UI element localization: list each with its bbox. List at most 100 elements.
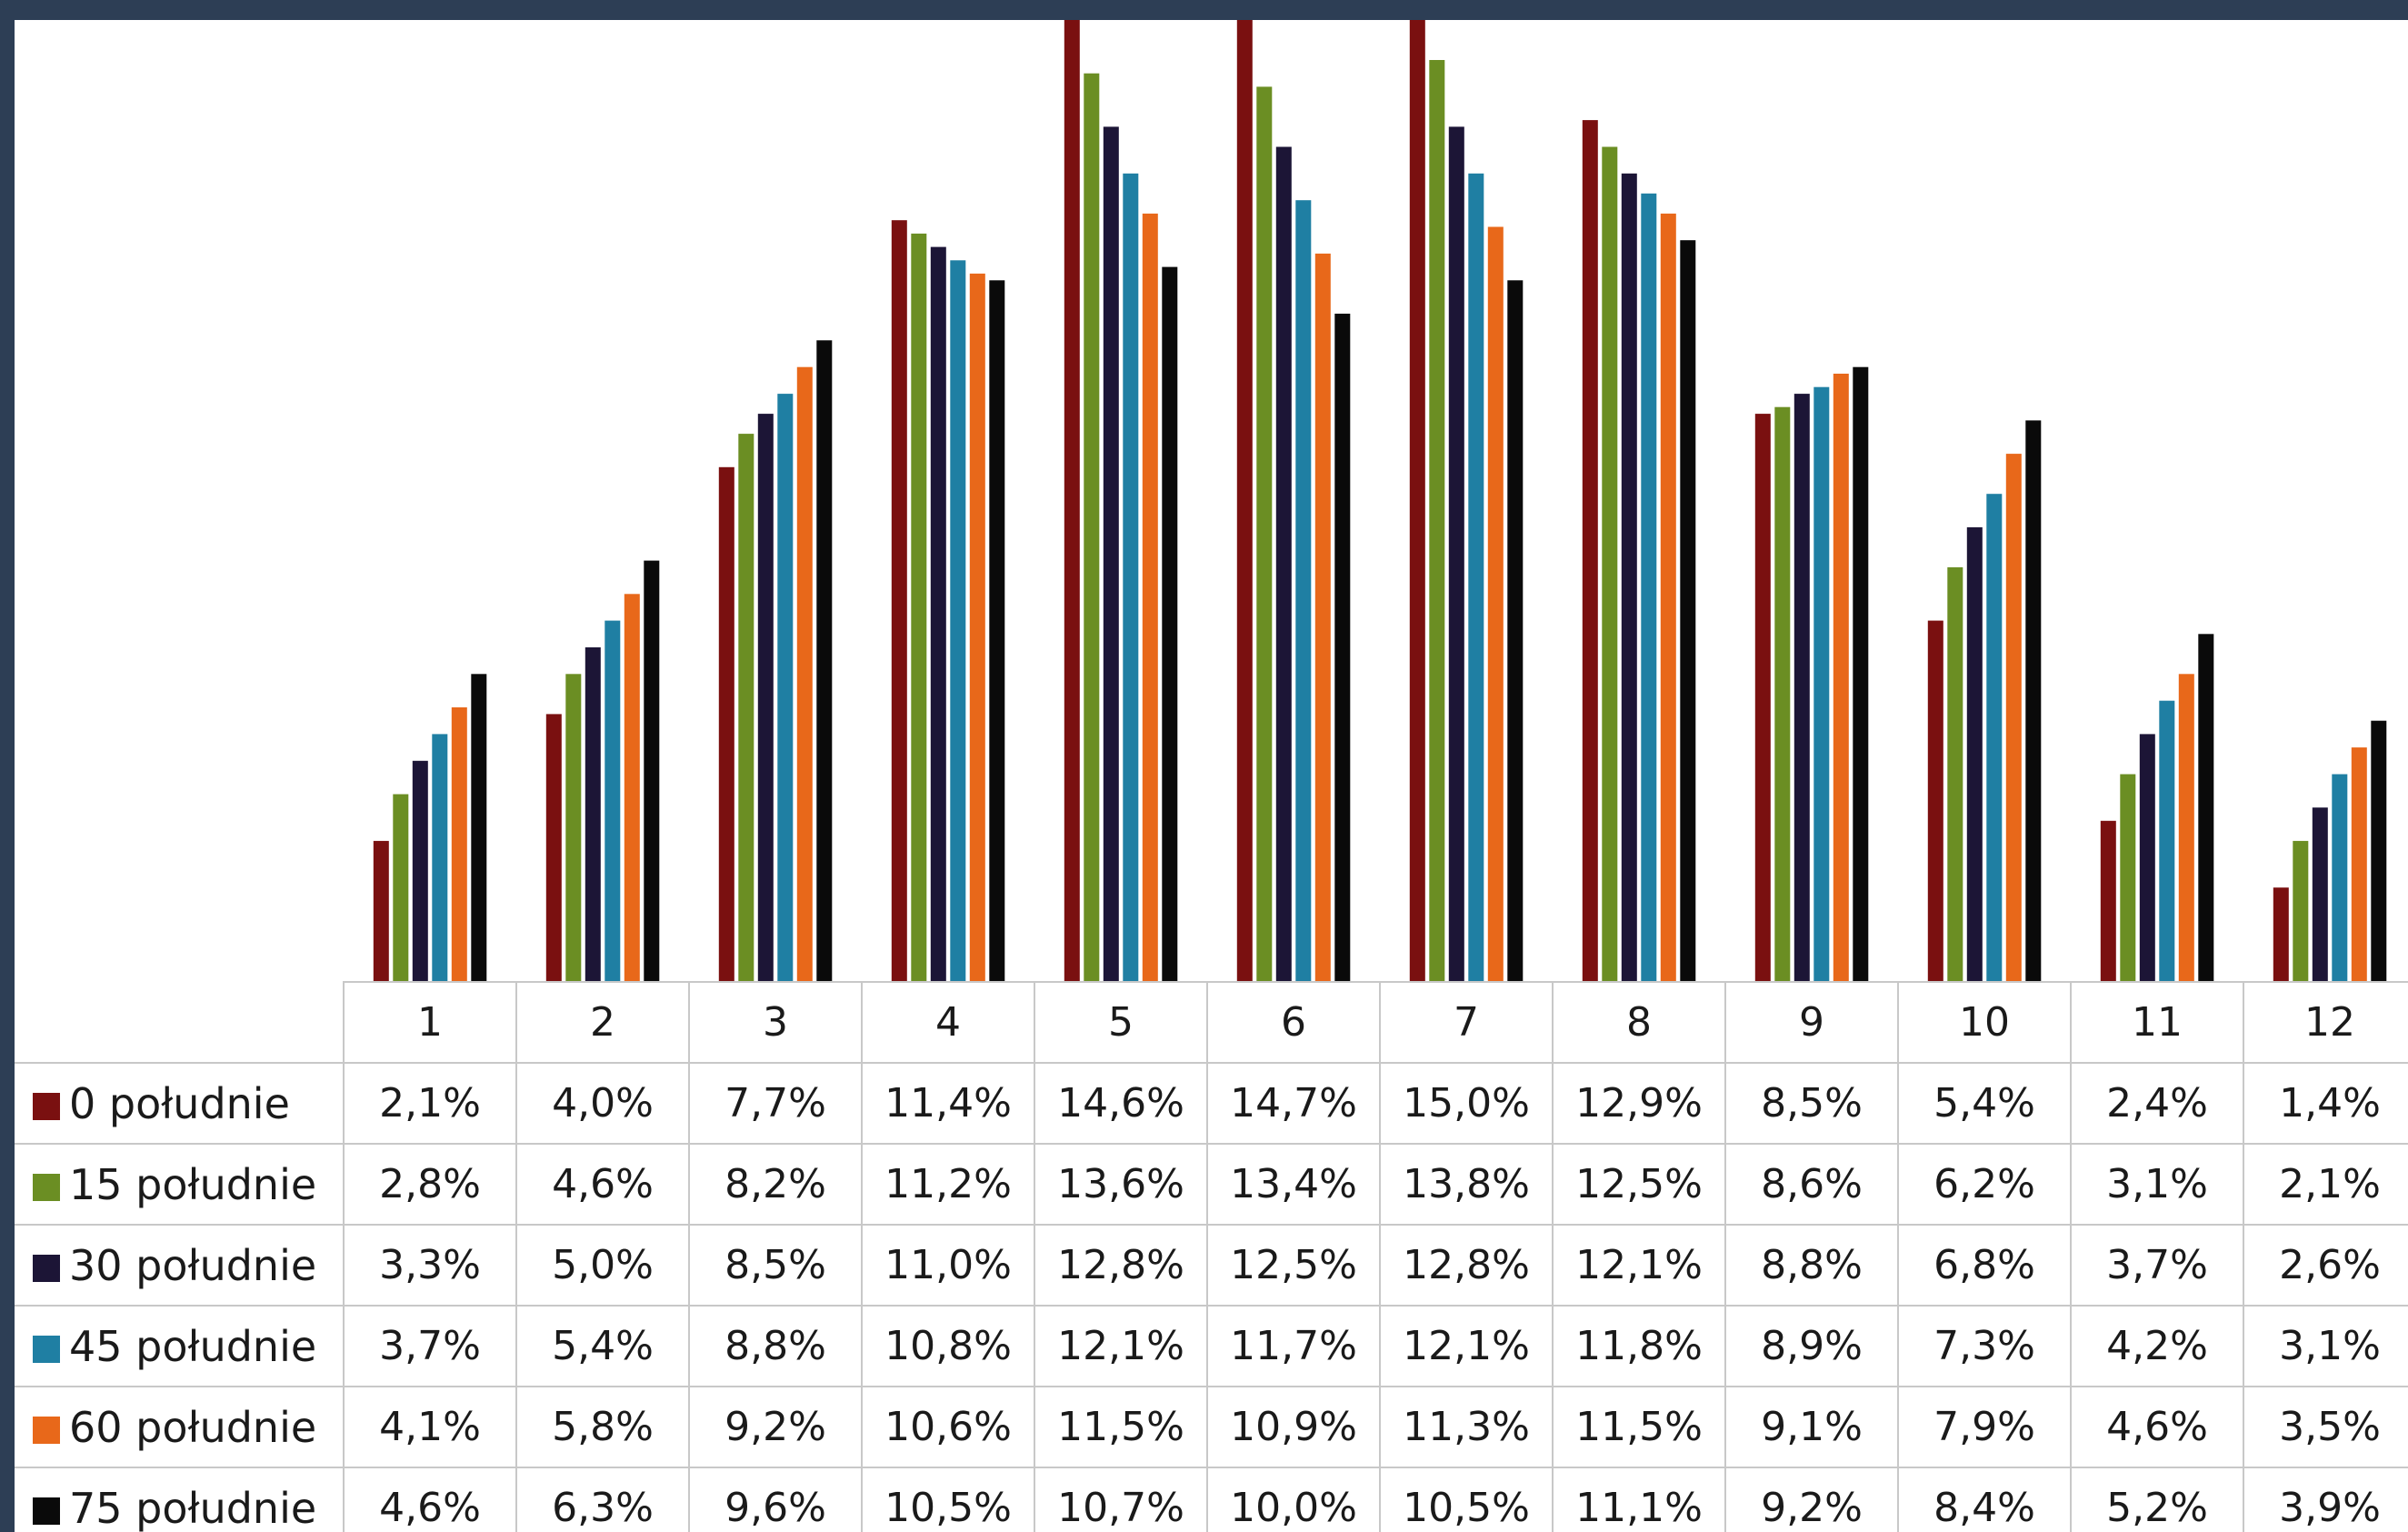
category-label: 3 [688, 981, 863, 1064]
bar [796, 366, 813, 981]
bar [1275, 146, 1292, 981]
bar [2332, 774, 2348, 981]
bar [930, 246, 946, 981]
category-label: 6 [1206, 981, 1381, 1064]
value-label: 2,8% [343, 1143, 517, 1226]
bar [644, 560, 660, 981]
series-row: 30 południe 3,3% 5,0% 8,5% 11,0% 12,8% 12,5% 12… [15, 1224, 2408, 1307]
bar [2198, 634, 2214, 981]
bar [969, 273, 985, 981]
bar [1853, 366, 1869, 981]
bar [989, 280, 1005, 981]
value-label: 2,6% [2243, 1224, 2408, 1307]
value-label: 12,1% [1379, 1305, 1554, 1387]
value-label: 7,7% [688, 1062, 863, 1145]
bar [604, 620, 621, 981]
value-label: 13,6% [1034, 1143, 1208, 1226]
category-label: 10 [1897, 981, 2072, 1064]
value-label: 8,8% [1724, 1224, 1899, 1307]
category-label: 5 [1034, 981, 1208, 1064]
value-label: 9,6% [688, 1467, 863, 1532]
value-label: 8,5% [1724, 1062, 1899, 1145]
category-label: 7 [1379, 981, 1554, 1064]
value-label: 11,5% [1552, 1386, 1726, 1468]
bar [432, 734, 448, 981]
bar [2178, 674, 2194, 981]
legend-label: 45 południe [69, 1321, 317, 1371]
value-label: 5,0% [515, 1224, 690, 1307]
legend-entry: 75 południe [15, 1467, 345, 1532]
value-label: 8,9% [1724, 1305, 1899, 1387]
bar [1774, 406, 1791, 981]
bar [1621, 173, 1637, 981]
bar [1680, 240, 1696, 981]
value-label: 10,8% [861, 1305, 1035, 1387]
value-label: 7,3% [1897, 1305, 2072, 1387]
value-label: 12,1% [1034, 1305, 1208, 1387]
value-label: 4,0% [515, 1062, 690, 1145]
value-label: 3,9% [2243, 1467, 2408, 1532]
legend-label: 60 południe [69, 1402, 317, 1452]
legend-label: 15 południe [69, 1159, 317, 1209]
legend-swatch [33, 1254, 60, 1282]
category-label: 8 [1552, 981, 1726, 1064]
value-label: 4,6% [343, 1467, 517, 1532]
chart-frame: 1 2 3 4 5 6 7 8 9 10 11 12 0 południe 2,1% 4,0% 7,7% 11,… [15, 20, 2408, 1532]
series-row: 45 południe 3,7% 5,4% 8,8% 10,8% 12,1% 11,7% 12… [15, 1305, 2408, 1387]
bar [2312, 807, 2328, 981]
bar [2159, 700, 2175, 981]
value-label: 4,1% [343, 1386, 517, 1468]
data-table: 1 2 3 4 5 6 7 8 9 10 11 12 0 południe 2,1% 4,0% 7,7% 11,… [15, 981, 2408, 1532]
legend-swatch [33, 1092, 60, 1120]
value-label: 12,5% [1206, 1224, 1381, 1307]
value-label: 3,7% [2070, 1224, 2244, 1307]
value-label: 2,1% [343, 1062, 517, 1145]
bar [1448, 126, 1464, 981]
value-label: 6,3% [515, 1467, 690, 1532]
value-label: 8,4% [1897, 1467, 2072, 1532]
series-row: 0 południe 2,1% 4,0% 7,7% 11,4% 14,6% 14,7% 15,… [15, 1062, 2408, 1145]
value-label: 13,4% [1206, 1143, 1381, 1226]
value-label: 3,1% [2243, 1305, 2408, 1387]
value-label: 5,4% [1897, 1062, 2072, 1145]
bar [1468, 173, 1484, 981]
series-row: 60 południe 4,1% 5,8% 9,2% 10,6% 11,5% 10,9% 11… [15, 1386, 2408, 1468]
bar [1236, 20, 1253, 981]
bar [1409, 20, 1425, 981]
bar [1064, 20, 1080, 981]
value-label: 11,0% [861, 1224, 1035, 1307]
value-label: 9,1% [1724, 1386, 1899, 1468]
bar [1660, 213, 1676, 981]
bar [373, 840, 389, 981]
bar [1947, 566, 1963, 981]
legend-label: 0 południe [69, 1078, 290, 1128]
value-label: 4,6% [515, 1143, 690, 1226]
value-label: 3,7% [343, 1305, 517, 1387]
bar [1582, 120, 1598, 981]
series-row: 75 południe 4,6% 6,3% 9,6% 10,5% 10,7% 10,0% 10… [15, 1467, 2408, 1532]
bar [1927, 620, 1943, 981]
bar [1334, 314, 1351, 981]
value-label: 10,7% [1034, 1467, 1208, 1532]
value-label: 10,0% [1206, 1467, 1381, 1532]
bar [1602, 146, 1618, 981]
bar [2293, 840, 2309, 981]
bar [1641, 193, 1657, 981]
table-corner [15, 982, 345, 1064]
bar [777, 394, 794, 981]
value-label: 11,2% [861, 1143, 1035, 1226]
value-label: 9,2% [688, 1386, 863, 1468]
bar [451, 707, 467, 981]
value-label: 6,8% [1897, 1224, 2072, 1307]
bar [1256, 86, 1273, 981]
value-label: 3,5% [2243, 1386, 2408, 1468]
legend-swatch [33, 1173, 60, 1201]
bar [2025, 420, 2042, 981]
value-label: 12,1% [1552, 1224, 1726, 1307]
bar [2139, 734, 2155, 981]
value-label: 11,7% [1206, 1305, 1381, 1387]
value-label: 12,5% [1552, 1143, 1726, 1226]
legend-swatch [33, 1416, 60, 1444]
value-label: 12,8% [1034, 1224, 1208, 1307]
bar [1429, 60, 1445, 981]
